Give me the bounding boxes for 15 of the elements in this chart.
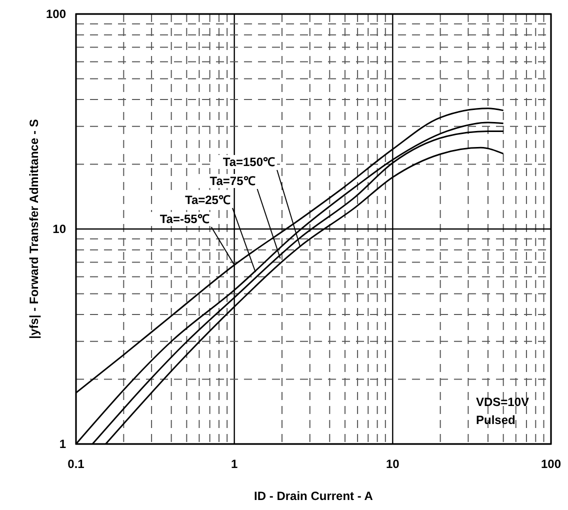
- y-tick-label: 100: [46, 7, 66, 21]
- x-tick-label: 10: [386, 457, 400, 471]
- annotation: Ta=-55℃: [160, 212, 210, 226]
- y-tick-label: 10: [52, 222, 66, 236]
- annotation: Pulsed: [476, 413, 516, 427]
- x-tick-label: 1: [230, 457, 238, 471]
- y-tick-label: 1: [59, 437, 66, 451]
- annotation: Ta=25℃: [185, 193, 230, 208]
- x-tick-label: 100: [540, 457, 562, 471]
- annotation: Ta=75℃: [210, 174, 256, 188]
- x-axis-title: ID - Drain Current - A: [254, 489, 374, 503]
- x-tick-label: 0.1: [68, 457, 85, 471]
- y-axis-title: |yfs| - Forward Transfer Admittance - S: [27, 119, 41, 339]
- annotation: Ta=150℃: [222, 155, 276, 170]
- annotation: VDS=10V: [476, 395, 530, 409]
